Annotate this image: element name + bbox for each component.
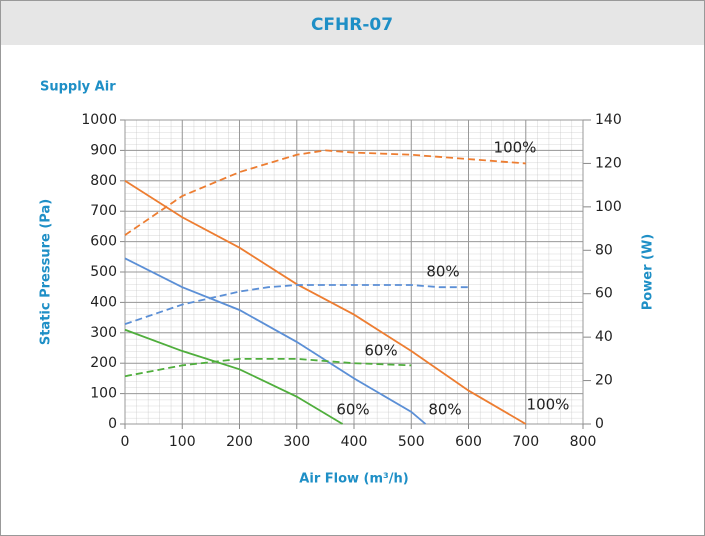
x-tick-label: 400 bbox=[341, 434, 368, 450]
y2-tick-label: 100 bbox=[595, 199, 622, 215]
y2-tick-label: 0 bbox=[595, 416, 604, 432]
y-axis-label: Static Pressure (Pa) bbox=[39, 199, 54, 345]
y2-tick-label: 140 bbox=[595, 112, 622, 128]
y-tick-label: 200 bbox=[90, 355, 117, 371]
y-tick-label: 1000 bbox=[81, 112, 117, 128]
curve-label: 100% bbox=[527, 396, 570, 414]
x-tick-label: 700 bbox=[512, 434, 539, 450]
x-tick-label: 300 bbox=[283, 434, 310, 450]
y2-tick-label: 20 bbox=[595, 373, 613, 389]
x-tick-label: 0 bbox=[121, 434, 130, 450]
header-bar bbox=[1, 1, 704, 45]
series-line bbox=[124, 357, 412, 378]
series-line bbox=[124, 257, 427, 425]
curve-label: 60% bbox=[364, 342, 397, 360]
y-tick-label: 800 bbox=[90, 173, 117, 189]
chart-title: Supply Air bbox=[40, 80, 116, 95]
x-tick-label: 600 bbox=[455, 434, 482, 450]
curve-label: 80% bbox=[428, 401, 461, 419]
header-title: CFHR-07 bbox=[311, 15, 393, 35]
series-line bbox=[124, 284, 469, 325]
y-tick-label: 300 bbox=[90, 325, 117, 341]
y2-tick-label: 60 bbox=[595, 286, 613, 302]
curve-label: 100% bbox=[494, 139, 537, 157]
curve-label: 60% bbox=[336, 401, 369, 419]
y2-tick-label: 40 bbox=[595, 329, 613, 345]
y-tick-label: 600 bbox=[90, 234, 117, 250]
y-tick-label: 100 bbox=[90, 386, 117, 402]
series-line bbox=[124, 149, 526, 236]
series-line bbox=[124, 328, 344, 425]
y2-axis-label: Power (W) bbox=[641, 234, 656, 310]
y-tick-label: 400 bbox=[90, 294, 117, 310]
x-axis-label: Air Flow (m³/h) bbox=[299, 472, 408, 487]
x-tick-label: 500 bbox=[398, 434, 425, 450]
y-tick-label: 0 bbox=[108, 416, 117, 432]
y-tick-label: 700 bbox=[90, 203, 117, 219]
x-tick-label: 100 bbox=[169, 434, 196, 450]
x-tick-label: 800 bbox=[570, 434, 597, 450]
y2-tick-label: 120 bbox=[595, 155, 622, 171]
y-tick-label: 900 bbox=[90, 142, 117, 158]
y-tick-label: 500 bbox=[90, 264, 117, 280]
x-tick-label: 200 bbox=[226, 434, 253, 450]
series-line bbox=[124, 180, 527, 425]
y2-tick-label: 80 bbox=[595, 242, 613, 258]
curve-label: 80% bbox=[426, 263, 459, 281]
